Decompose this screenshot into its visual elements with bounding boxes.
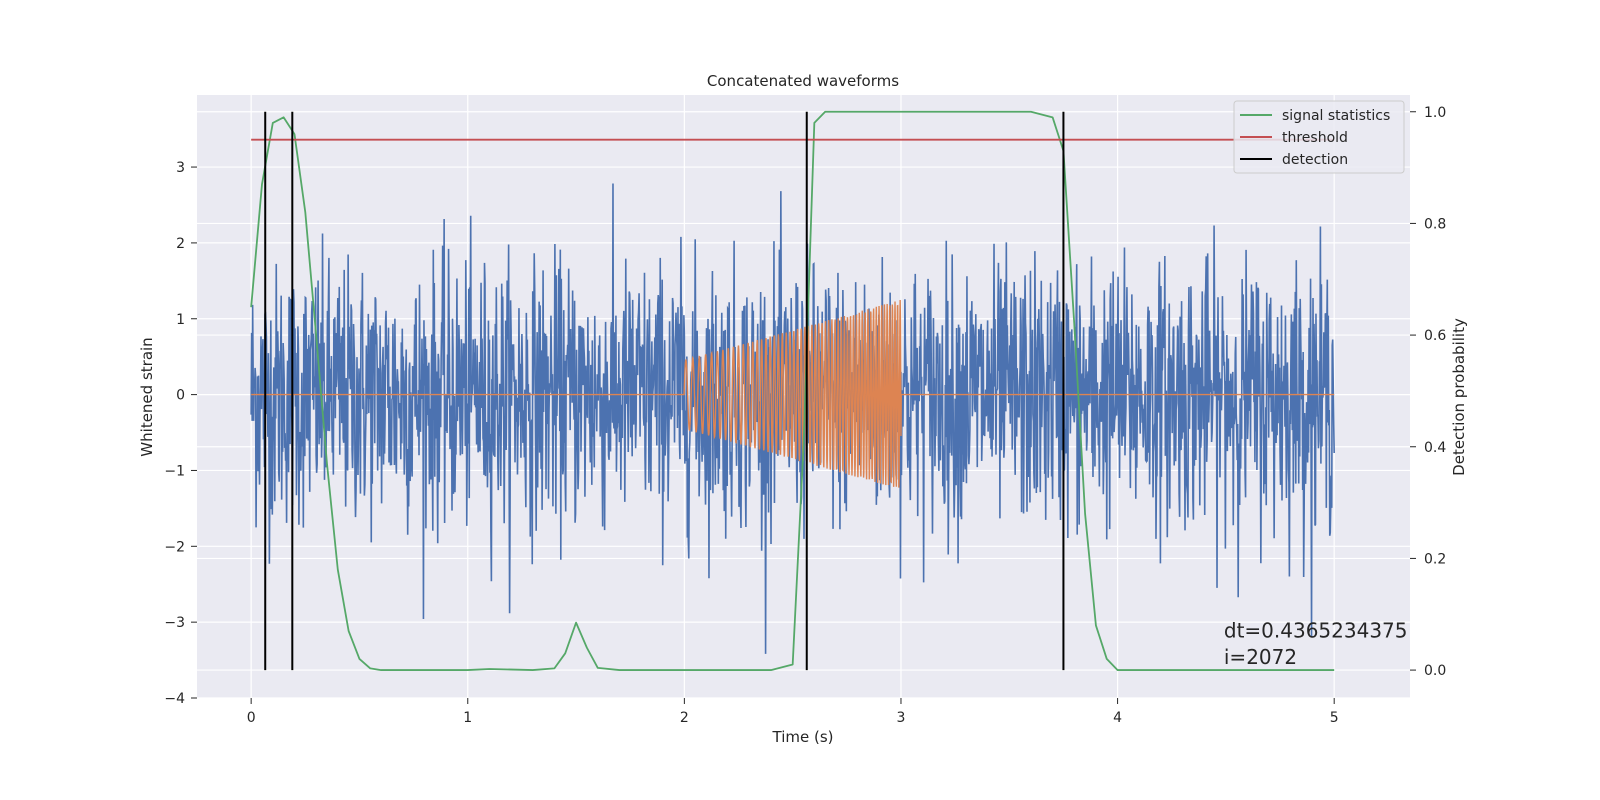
plot-area xyxy=(197,95,1410,699)
annotation-text: dt=0.4365234375 xyxy=(1224,618,1408,642)
x-tick-label: 4 xyxy=(1113,710,1122,726)
y-tick-label: 0 xyxy=(176,388,185,404)
y-tick-label: −4 xyxy=(164,691,185,707)
y-right-tick-label: 0.0 xyxy=(1424,663,1446,679)
y-tick-label: 1 xyxy=(176,312,185,328)
legend-box xyxy=(1233,100,1405,174)
y-right-tick-label: 0.8 xyxy=(1424,216,1446,232)
x-tick-label: 0 xyxy=(247,710,256,726)
y-tick-label: −3 xyxy=(164,615,185,631)
legend-label: signal statistics xyxy=(1282,108,1390,124)
y-tick-label: 2 xyxy=(176,236,185,252)
y-tick-label: −2 xyxy=(164,539,185,555)
y-tick-label: 3 xyxy=(176,160,185,176)
y-tick-label: −1 xyxy=(164,463,185,479)
y-right-tick-label: 0.6 xyxy=(1424,328,1446,344)
x-tick-label: 1 xyxy=(463,710,472,726)
annotations: dt=0.4365234375 i=2072 xyxy=(1224,618,1408,669)
chirp-series-line xyxy=(251,300,1335,488)
y-right-axis-label: Detection probability xyxy=(1450,318,1468,476)
y-right-tick-label: 1.0 xyxy=(1424,105,1446,121)
y-right-tick-label: 0.4 xyxy=(1424,440,1446,456)
y-axis-label: Whitened strain xyxy=(138,337,156,456)
y-right-tick-label: 0.2 xyxy=(1424,551,1446,567)
legend-label: threshold xyxy=(1282,130,1348,146)
chart-title: Concatenated waveforms xyxy=(707,72,899,90)
x-tick-label: 3 xyxy=(897,710,906,726)
x-tick-label: 5 xyxy=(1330,710,1339,726)
annotation-text: i=2072 xyxy=(1224,645,1297,669)
legend: signal statistics threshold detection xyxy=(1233,100,1405,174)
x-tick-label: 2 xyxy=(680,710,689,726)
x-axis-label: Time (s) xyxy=(772,728,834,746)
legend-label: detection xyxy=(1282,152,1348,168)
